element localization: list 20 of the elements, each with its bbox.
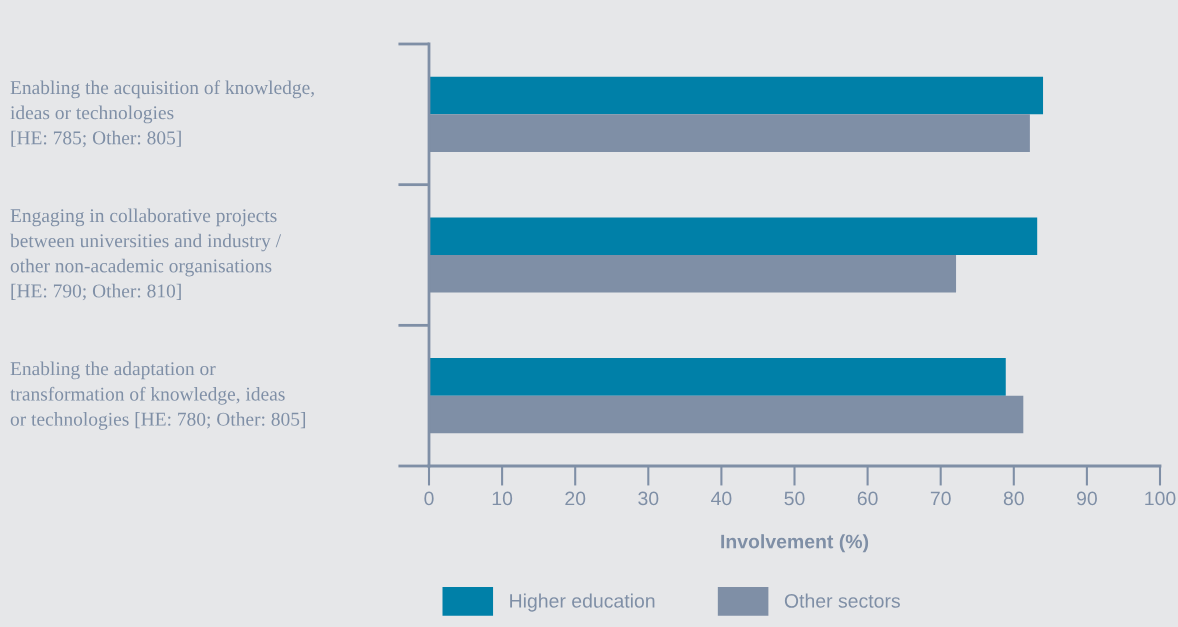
x-tick-label: 10 [492, 491, 513, 506]
x-tick-label: 80 [1003, 491, 1024, 506]
x-tick-label: 0 [424, 491, 434, 506]
y-tick-label: Enabling the adaptation or transformation of knowledge, ideas or technologies [HE: 780; Other: 805] [10, 361, 306, 430]
bar [429, 358, 1006, 396]
legend-label: Higher education [510, 593, 655, 612]
x-tick-label: 30 [638, 491, 659, 506]
x-tick-label: 20 [565, 491, 586, 506]
bar [429, 217, 1038, 255]
y-tick-label: Engaging in collaborative projects between universities and industry / other non-academic organisations [HE: 790; Other: 810] [10, 208, 282, 301]
x-tick-label: 90 [1077, 491, 1097, 506]
legend-label: Other sectors [784, 593, 900, 608]
x-tick-label: 60 [857, 491, 878, 506]
x-tick-label: 50 [784, 491, 805, 506]
x-tick-label: 40 [711, 491, 732, 506]
x-tick-label: 100 [1145, 491, 1176, 506]
x-axis-title: Involvement (%) [721, 534, 869, 553]
x-tick-label: 70 [930, 491, 951, 506]
y-tick-label: Enabling the acquisition of knowledge, ideas or technologies [HE: 785; Other: 805] [10, 80, 314, 148]
bar [429, 76, 1044, 115]
